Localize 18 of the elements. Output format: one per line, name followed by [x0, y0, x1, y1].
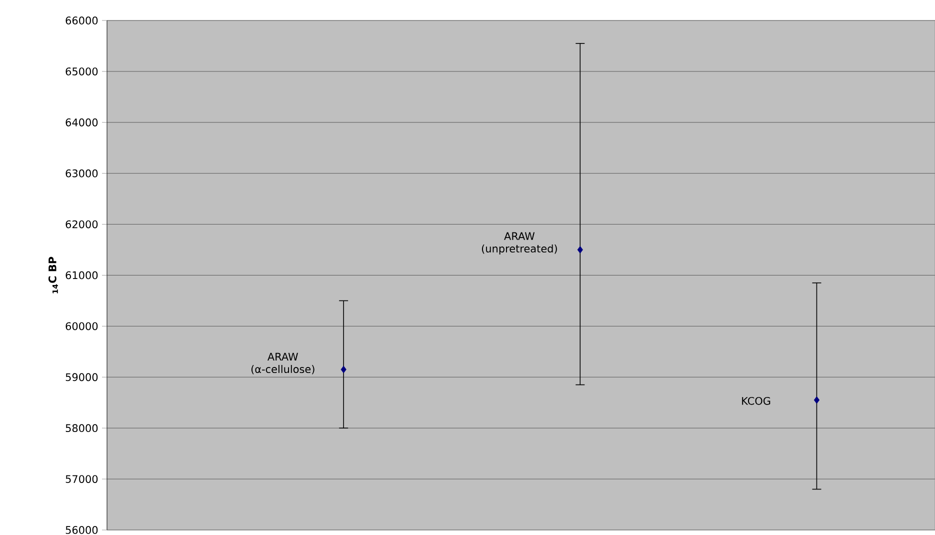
y-tick-label: 56000 [66, 526, 98, 534]
y-axis-title: $_{14}$C BP [48, 256, 58, 294]
point [340, 366, 346, 374]
point [814, 396, 820, 404]
y-tick-label: 64000 [66, 118, 98, 126]
y-tick-label: 57000 [66, 475, 98, 483]
y-tick-label: 58000 [66, 424, 98, 432]
annotation: ARAW (unpretreated) [482, 232, 557, 255]
point [577, 246, 583, 254]
y-tick-label: 63000 [66, 169, 98, 178]
annotation: KCOG [742, 396, 770, 405]
y-tick-label: 59000 [66, 373, 98, 382]
y-tick-label: 65000 [66, 67, 98, 76]
y-tick-label: 66000 [66, 16, 98, 24]
annotation: ARAW (α-cellulose) [251, 352, 314, 374]
y-tick-label: 61000 [66, 271, 98, 280]
y-tick-label: 60000 [66, 322, 98, 330]
y-tick-label: 62000 [66, 220, 98, 228]
